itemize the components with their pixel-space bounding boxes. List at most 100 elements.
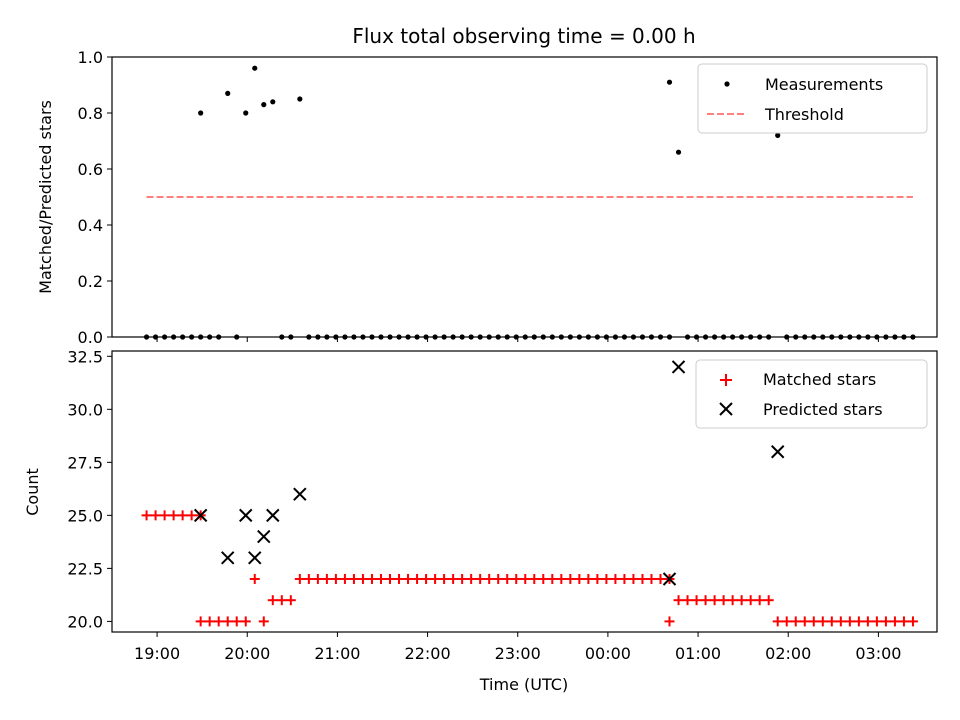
measurement-point [234,334,240,340]
matched-star-point [466,573,477,584]
predicted-star-point [193,508,208,523]
matched-star-point [150,510,161,521]
measurement-point [549,334,555,340]
top-panel: 0.0 0.2 0.4 0.6 0.8 1.0 Matched/Predicted sta… [36,48,938,347]
measurement-point [342,334,348,340]
matched-star-point [412,573,423,584]
matched-star-point [303,573,314,584]
matched-star-point [195,616,206,627]
measurement-point [730,334,736,340]
bottom-legend: Matched stars Predicted stars [695,359,928,429]
matched-star-point [249,573,260,584]
matched-star-point [529,573,540,584]
measurement-point [369,334,375,340]
measurement-point [775,132,781,138]
measurement-point [477,334,483,340]
measurement-point [261,102,267,108]
matched-star-point [204,616,215,627]
measurement-point [612,334,619,340]
measurement-point [711,334,718,340]
legend-label-predicted-stars: Predicted stars [763,400,883,419]
matched-star-point [736,595,747,606]
measurement-point [468,334,474,340]
measurement-point [405,334,411,340]
measurement-point [820,334,826,340]
measurement-point [513,334,519,340]
measurement-point [378,334,384,340]
bottom-panel: 20.0 22.5 25.0 27.5 30.0 32.5 19:00 20:00 21:00… [23,347,938,694]
measurement-point [829,334,835,340]
bottom-xtick-label: 01:00 [675,644,721,663]
measurement-point [901,334,907,340]
matched-star-point [366,573,377,584]
matched-star-point [547,573,558,584]
measurement-point [450,334,456,340]
measurement-point [540,334,546,340]
bottom-ytick-label: 27.5 [67,453,103,472]
matched-star-point [276,595,287,606]
measurement-point [152,334,159,340]
matched-star-point [421,573,432,584]
matched-star-point [240,616,251,627]
measurement-point [270,99,276,105]
matched-star-point [213,616,224,627]
matched-star-point [592,573,603,584]
matched-star-point [628,573,639,584]
measurement-point [297,96,303,102]
matched-star-point [141,510,152,521]
measurement-point [721,334,727,340]
matched-star-point [556,573,567,584]
measurement-point [793,334,799,340]
legend-marker-matched-stars [720,374,732,386]
measurement-point [522,334,528,340]
measurement-point [630,334,637,340]
bottom-ytick-label: 20.0 [67,612,103,631]
matched-star-point [862,616,873,627]
matched-star-point [907,616,918,627]
measurement-point [207,334,213,340]
bottom-xtick-label: 02:00 [765,644,811,663]
matched-star-point [403,573,414,584]
measurement-point [766,334,772,340]
predicted-star-point [248,551,262,565]
matched-star-point [646,573,657,584]
legend-marker-predicted-stars [719,402,733,416]
measurement-point [432,334,438,340]
measurement-point [333,334,339,340]
measurement-point [171,334,177,340]
measurement-point [423,334,429,340]
matched-star-point [285,595,296,606]
matched-star-point [168,510,179,521]
measurement-point [198,334,204,340]
matched-star-point [484,573,495,584]
measurement-point [252,65,258,71]
bottom-ytick-label: 22.5 [67,559,103,578]
matched-star-point [258,616,269,627]
measurement-point [198,110,204,116]
matched-star-point [619,573,630,584]
matched-star-point [457,573,468,584]
measurement-point [693,334,700,340]
bottom-xtick-label: 23:00 [495,644,541,663]
measurement-point [143,334,150,340]
matched-star-point [673,595,684,606]
matched-star-point [565,573,576,584]
matched-star-point [637,573,648,584]
matched-star-point [583,573,594,584]
measurement-point [243,110,249,116]
measurement-point [161,334,168,340]
measurement-point [784,334,790,340]
bottom-marks [141,360,918,627]
measurement-point [757,334,763,340]
matched-star-point [691,595,702,606]
matched-star-point [574,573,585,584]
measurement-point [567,334,573,340]
measurement-point [675,149,682,155]
matched-star-point [871,616,882,627]
predicted-star-point [266,508,280,523]
measurement-point [495,334,501,340]
matched-star-point [835,616,846,627]
top-ytick-label: 1.0 [78,48,103,67]
bottom-xtick-label: 19:00 [134,644,180,663]
matched-star-point [348,573,359,584]
